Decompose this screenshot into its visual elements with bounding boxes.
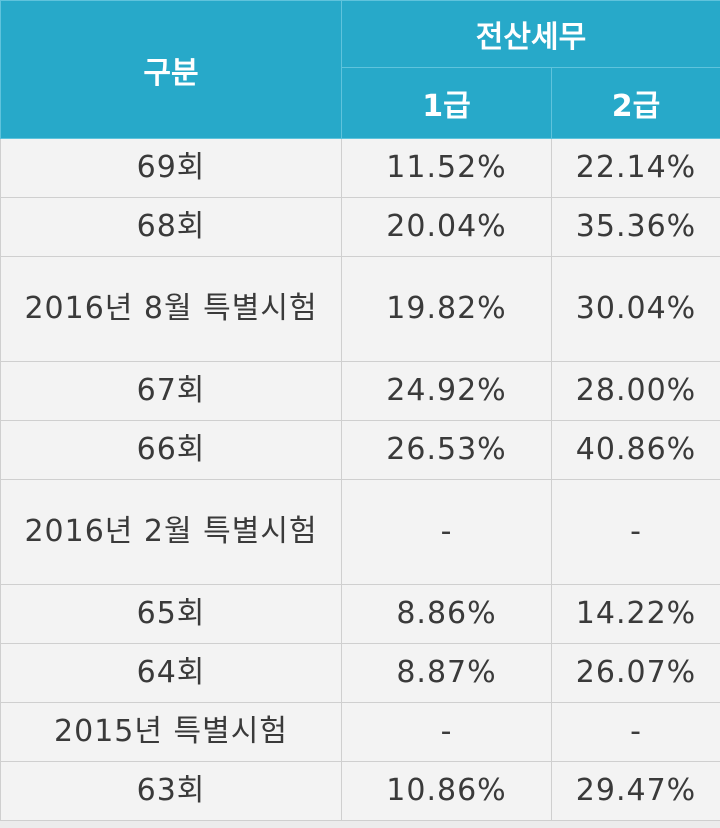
row-label: 68회	[0, 197, 342, 257]
row-label: 2016년 2월 특별시험	[0, 479, 342, 585]
table-row: 64회 8.87% 26.07%	[0, 643, 720, 703]
grade2-cell: 26.07%	[551, 643, 720, 703]
row-label: 2015년 특별시험	[0, 702, 342, 762]
grade1-cell: 11.52%	[341, 138, 552, 198]
grade1-cell: -	[341, 479, 552, 585]
category-header: 구분	[0, 0, 342, 139]
table-row: 67회 24.92% 28.00%	[0, 361, 720, 421]
grade2-cell: 14.22%	[551, 584, 720, 644]
row-label: 69회	[0, 138, 342, 198]
table-body: 69회 11.52% 22.14% 68회 20.04% 35.36% 2016…	[0, 138, 720, 821]
table-row: 68회 20.04% 35.36%	[0, 197, 720, 257]
grade2-cell: 35.36%	[551, 197, 720, 257]
row-label: 66회	[0, 420, 342, 480]
table-row: 66회 26.53% 40.86%	[0, 420, 720, 480]
row-label: 64회	[0, 643, 342, 703]
grade2-cell: -	[551, 702, 720, 762]
grade1-cell: 19.82%	[341, 256, 552, 362]
table-row: 65회 8.86% 14.22%	[0, 584, 720, 644]
table-row: 2016년 8월 특별시험 19.82% 30.04%	[0, 256, 720, 362]
row-label: 2016년 8월 특별시험	[0, 256, 342, 362]
grade1-cell: 10.86%	[341, 761, 552, 821]
row-label: 63회	[0, 761, 342, 821]
row-label: 67회	[0, 361, 342, 421]
grade2-cell: 28.00%	[551, 361, 720, 421]
grade2-cell: 40.86%	[551, 420, 720, 480]
grade2-cell: 29.47%	[551, 761, 720, 821]
grade1-cell: 8.86%	[341, 584, 552, 644]
table-row: 2015년 특별시험 - -	[0, 702, 720, 762]
row-label: 65회	[0, 584, 342, 644]
table-row: 2016년 2월 특별시험 - -	[0, 479, 720, 585]
grade2-cell: -	[551, 479, 720, 585]
grade1-cell: 20.04%	[341, 197, 552, 257]
table-row: 63회 10.86% 29.47%	[0, 761, 720, 821]
grade1-cell: 26.53%	[341, 420, 552, 480]
grade2-cell: 22.14%	[551, 138, 720, 198]
grade1-cell: 8.87%	[341, 643, 552, 703]
table-header: 구분 전산세무 1급 2급	[0, 0, 720, 139]
table-row: 69회 11.52% 22.14%	[0, 138, 720, 198]
grade1-cell: 24.92%	[341, 361, 552, 421]
grade1-cell: -	[341, 702, 552, 762]
grade2-header: 2급	[551, 67, 720, 139]
grade1-header: 1급	[341, 67, 552, 139]
group-header: 전산세무	[341, 0, 720, 68]
grade2-cell: 30.04%	[551, 256, 720, 362]
